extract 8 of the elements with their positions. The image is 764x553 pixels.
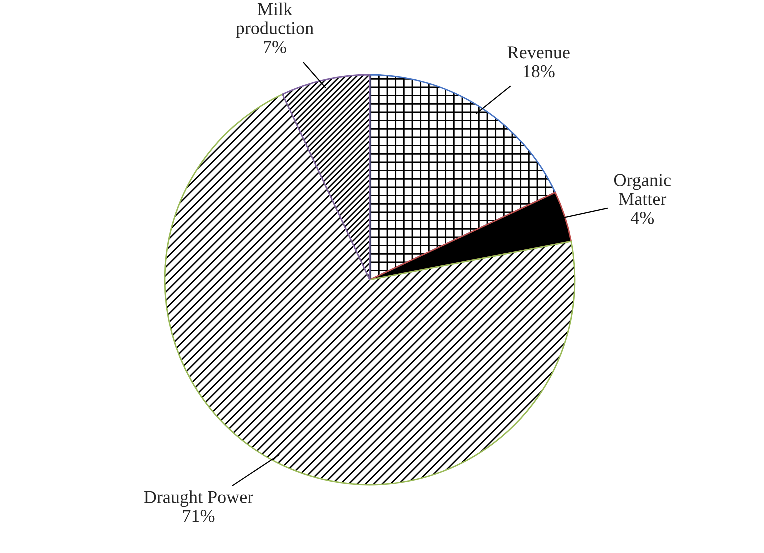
slice-label: Organic Matter bbox=[614, 174, 671, 206]
slice-label: Milk production bbox=[236, 2, 314, 38]
data-label: 18% bbox=[524, 65, 555, 78]
slice-label: Revenue bbox=[508, 46, 570, 59]
data-label: 4% bbox=[630, 212, 654, 224]
slice-label: Draught Power bbox=[144, 490, 254, 508]
data-label: 71% bbox=[183, 510, 215, 522]
data-label: 7% bbox=[264, 41, 286, 54]
